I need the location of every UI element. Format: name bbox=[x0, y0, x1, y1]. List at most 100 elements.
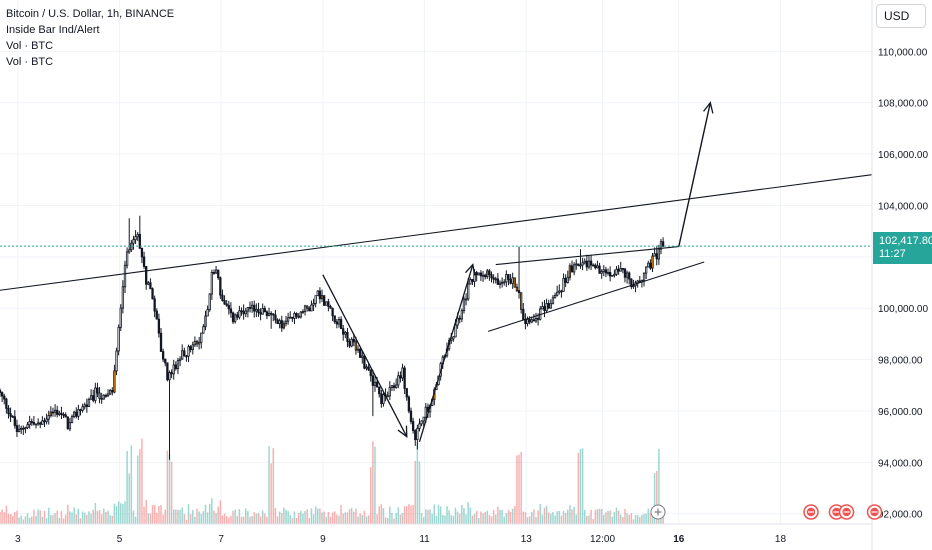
candle-body bbox=[121, 286, 125, 309]
price-tick-label: 92,000.00 bbox=[878, 510, 923, 521]
candle-body bbox=[460, 310, 463, 320]
candle-body bbox=[176, 360, 180, 369]
volume-bar bbox=[611, 516, 614, 524]
zigzag-down-arrow-line bbox=[322, 274, 408, 437]
projection-arrow-line bbox=[678, 102, 711, 247]
candle-body bbox=[613, 273, 616, 276]
candle-body bbox=[596, 265, 599, 269]
volume-bar bbox=[353, 511, 355, 524]
volume-bar bbox=[168, 454, 171, 524]
volume-bar bbox=[427, 509, 429, 524]
candle-body bbox=[60, 412, 63, 415]
plus-circle-icon[interactable] bbox=[650, 504, 666, 520]
volume-bar bbox=[236, 515, 239, 524]
volume-bar bbox=[338, 515, 340, 524]
candle-body bbox=[28, 421, 31, 426]
candle-body bbox=[168, 372, 171, 381]
candle-body bbox=[490, 274, 493, 279]
candle-body bbox=[155, 310, 158, 320]
candle-body bbox=[380, 393, 383, 404]
volume-bar bbox=[541, 514, 544, 524]
candle-body bbox=[236, 314, 239, 318]
volume-bar bbox=[228, 517, 230, 524]
candle-body bbox=[411, 421, 415, 431]
currency-selector[interactable]: USD bbox=[876, 4, 926, 28]
volume-bar bbox=[406, 506, 408, 524]
volume-bar bbox=[378, 506, 380, 524]
candle-body bbox=[117, 326, 120, 352]
candle-body bbox=[348, 341, 351, 347]
candle-body bbox=[5, 398, 8, 409]
volume-bar bbox=[594, 510, 597, 524]
indicator-volume-2[interactable]: Vol · BTC bbox=[6, 56, 54, 68]
volume-bar bbox=[609, 510, 611, 524]
candle-body bbox=[628, 272, 631, 280]
volume-bar bbox=[327, 511, 330, 524]
volume-bar bbox=[556, 511, 558, 524]
candle-body bbox=[378, 386, 381, 395]
volume-bar bbox=[363, 510, 366, 524]
volume-bar bbox=[346, 512, 349, 524]
volume-bar bbox=[340, 505, 342, 524]
time-axis[interactable]: 3 5 7 9 11 13 12:00 16 18 bbox=[15, 534, 786, 545]
candle-body bbox=[346, 331, 349, 342]
volume-bar bbox=[47, 507, 50, 524]
candle-body bbox=[9, 413, 12, 417]
volume-bar bbox=[179, 509, 181, 524]
volume-bar bbox=[397, 507, 400, 524]
candle-body bbox=[261, 308, 264, 315]
volume-bar bbox=[20, 515, 22, 524]
indicator-inside-bar[interactable]: Inside Bar Ind/Alert bbox=[6, 24, 100, 36]
volume-bar bbox=[535, 516, 537, 524]
volume-bar bbox=[166, 450, 169, 524]
volume-bar bbox=[454, 507, 457, 524]
volume-bar bbox=[141, 438, 143, 524]
dividend-event-icon bbox=[866, 504, 883, 520]
zigzag-up-arrowhead bbox=[464, 263, 476, 276]
candle-body bbox=[344, 331, 347, 335]
candle-body bbox=[623, 268, 627, 278]
volume-bar bbox=[208, 504, 211, 524]
time-tick-label: 16 bbox=[673, 534, 685, 545]
candle-body bbox=[291, 316, 294, 319]
candle-body bbox=[536, 317, 540, 320]
price-axis[interactable]: 92,000.00 94,000.00 96,000.00 98,000.00 100,… bbox=[878, 47, 928, 520]
candle-body bbox=[515, 286, 519, 292]
symbol-title[interactable]: Bitcoin / U.S. Dollar, 1h, BINANCE bbox=[6, 8, 175, 20]
volume-bar bbox=[56, 510, 58, 524]
volume-bar bbox=[357, 516, 359, 524]
candle-body bbox=[645, 266, 648, 274]
volume-bar bbox=[569, 505, 571, 524]
volume-bar bbox=[124, 501, 126, 524]
candle-body bbox=[564, 277, 567, 283]
volume-bar bbox=[639, 516, 641, 524]
candle-body bbox=[109, 390, 112, 395]
dividend-event-icon bbox=[803, 504, 819, 520]
volume-bar bbox=[539, 503, 541, 524]
volume-bar bbox=[442, 514, 444, 524]
candle-body bbox=[579, 264, 582, 267]
candle-body bbox=[161, 351, 165, 360]
candle-body bbox=[238, 310, 241, 318]
volume-bar bbox=[50, 515, 52, 524]
candle-body bbox=[223, 300, 226, 305]
candle-body bbox=[257, 308, 260, 314]
candle-body bbox=[422, 416, 425, 422]
candle-body bbox=[138, 234, 141, 249]
volume-bar bbox=[242, 516, 245, 524]
candle-body bbox=[547, 303, 550, 309]
candle-body bbox=[520, 292, 523, 310]
candle-body bbox=[331, 307, 334, 317]
volume-bar bbox=[16, 510, 18, 524]
candle-body bbox=[371, 375, 375, 386]
volume-bar bbox=[132, 510, 135, 524]
candle-body bbox=[458, 317, 461, 320]
candle-body bbox=[24, 427, 27, 430]
indicator-volume-1[interactable]: Vol · BTC bbox=[6, 40, 54, 52]
candle-body bbox=[452, 336, 455, 340]
volume-bar bbox=[634, 514, 637, 524]
candle-body bbox=[653, 253, 656, 257]
volume-bar bbox=[518, 454, 520, 524]
volume-bar bbox=[215, 513, 217, 524]
